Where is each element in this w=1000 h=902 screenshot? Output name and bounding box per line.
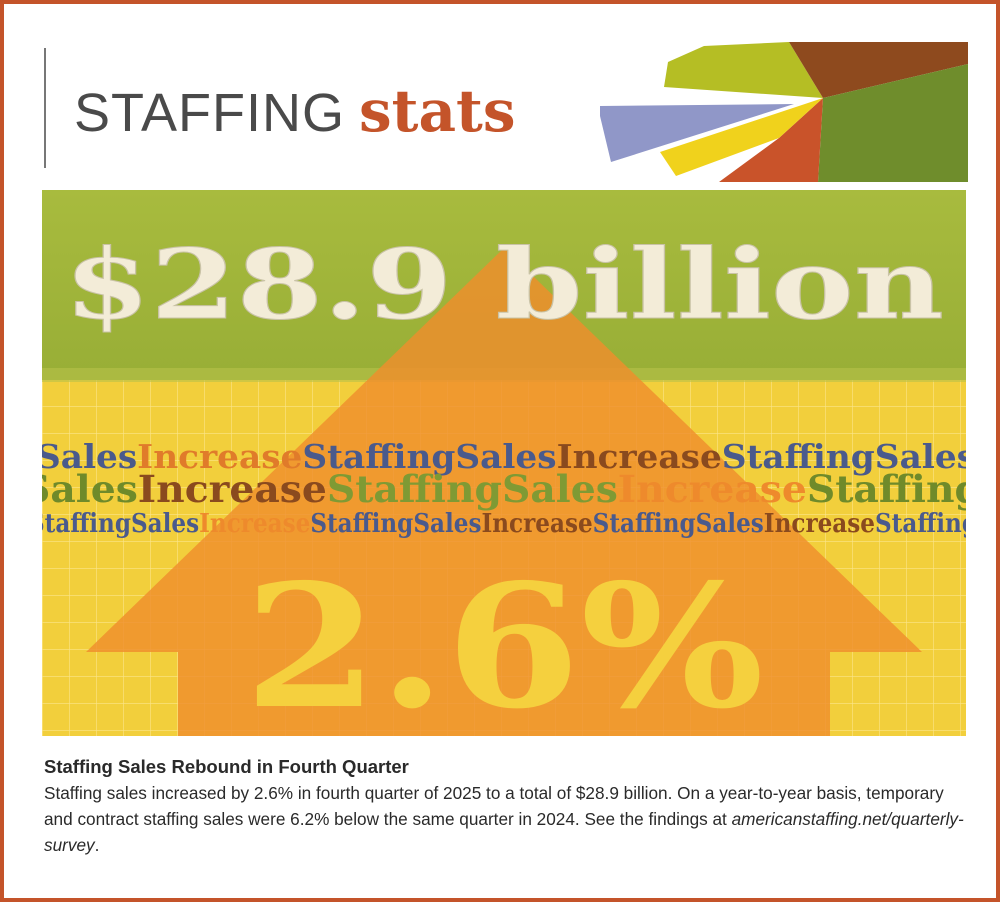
pie-graphic [600,42,968,182]
ticker-word: Staffing [875,509,966,539]
pie-slice-orange [719,98,823,182]
ticker-word: Sales [455,437,556,476]
headline-amount: $28.9 billion [64,228,944,341]
up-arrow [86,248,922,736]
percent-figure: 2.6% [244,547,764,736]
pie-slice-yellow [660,98,823,176]
pie-slice-brown [789,42,968,98]
ticker-word: Increase [137,437,302,476]
caption: Staffing Sales Rebound in Fourth Quarter… [44,754,964,858]
ticker-word: Increase [138,467,327,511]
caption-text: Staffing sales increased by 2.6% in four… [44,783,944,829]
ticker-word: Staffing [310,509,413,539]
title-stats: stats [359,77,516,145]
ticker-word: Staffing [593,509,696,539]
caption-heading: Staffing Sales Rebound in Fourth Quarter [44,756,409,777]
hero-illustration: $28.9 billion Sales Increase Staffing Sales… [42,190,966,736]
ticker-word: Staffing [302,437,455,476]
ticker-word: Staffing [722,437,875,476]
ticker-word: Sales [875,437,966,476]
page-title: STAFFING stats [74,76,515,148]
caption-end: . [94,835,100,855]
ticker-row-2: SalesIncreaseStaffingSalesIncreaseStaffi… [42,467,966,511]
ticker-row-3: StaffingSalesIncreaseStaffingSalesIncrea… [42,509,966,539]
ticker-word: Staffing [42,509,131,539]
ticker-word: Sales [696,509,764,539]
ticker-word: Staffing [807,467,966,511]
ticker-word: Increase [618,467,807,511]
pie-slice-lavender [600,104,794,162]
title-staffing: STAFFING [74,83,345,143]
pie-slice-green [818,64,968,182]
ticker-word: Increase [557,437,722,476]
ticker-word: Sales [42,437,137,476]
header-divider [44,48,46,168]
caption-body: Staffing sales increased by 2.6% in four… [44,780,964,858]
ticker-word: Sales [502,467,618,511]
ticker-word: Staffing [327,467,502,511]
ticker-word: Sales [131,509,199,539]
ticker-word: Increase [764,509,875,539]
pie-slice-lime [664,42,823,98]
ticker-word: Increase [199,509,310,539]
ticker-row-1: Sales Increase Staffing Sales Increase Staffi… [42,437,966,476]
ticker-word: Sales [42,467,138,511]
ticker-word: Increase [481,509,592,539]
ticker-band: Sales Increase Staffing Sales Increase Staffi… [42,437,966,539]
survey-link[interactable]: americanstaffing.net/quarterly-survey [44,809,964,855]
ticker-word: Sales [413,509,481,539]
